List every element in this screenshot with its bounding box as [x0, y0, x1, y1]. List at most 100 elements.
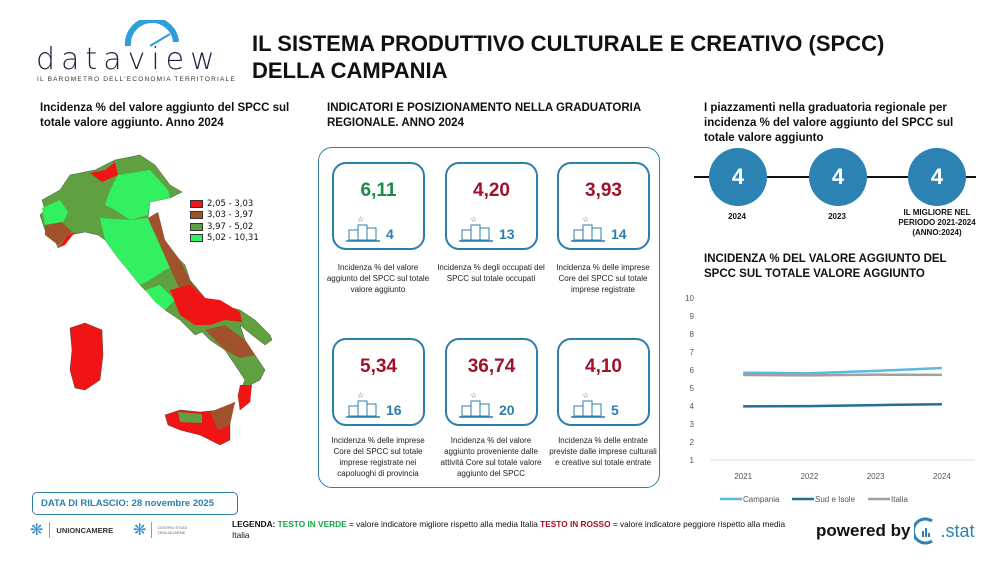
podium-icon: ☆ — [459, 215, 493, 242]
y-tick-label: 4 — [690, 402, 695, 411]
indicator-value: 4,20 — [473, 180, 510, 201]
indicators-title-line: INDICATORI E POSIZIONAMENTO NELLA GRADUA… — [327, 102, 642, 114]
divider — [49, 522, 51, 538]
legend-swatch — [190, 211, 203, 220]
indicator-card: 4,20 ☆ 13 — [445, 162, 538, 250]
podium-icon: ☆ — [571, 215, 605, 242]
indicator-value: 5,34 — [360, 356, 397, 377]
map-legend-item: 5,02 - 10,31 — [190, 233, 259, 245]
indicators-panel — [318, 147, 660, 488]
legend-label: LEGENDA: — [232, 519, 276, 529]
svg-text:☆: ☆ — [582, 215, 589, 224]
tagliacarne-logo: ❋ CENTRO STUDI TAGLIACARNE — [133, 520, 205, 540]
title-line: DELLA CAMPANIA — [252, 58, 448, 83]
logo-tagline: IL BAROMETRO DELL'ECONOMIA TERRITORIALE — [37, 76, 236, 83]
x-tick-label: 2021 — [734, 472, 752, 481]
x-tick-label: 2023 — [867, 472, 885, 481]
sicily-brown-region — [210, 402, 235, 430]
legend-label: Campania — [743, 495, 780, 504]
indicator-description: Incidenza % delle imprese Core del SPCC … — [556, 263, 650, 294]
title-line: IL SISTEMA PRODUTTIVO CULTURALE E CREATI… — [252, 31, 885, 56]
x-tick-label: 2022 — [800, 472, 818, 481]
podium-icon: ☆ — [459, 391, 493, 418]
south-low-region — [170, 285, 242, 325]
y-tick-label: 8 — [690, 330, 695, 339]
indicator-rank: 20 — [499, 402, 515, 418]
placements-title: I piazzamenti nella graduatoria regional… — [704, 102, 954, 144]
legend-label: Sud e Isole — [815, 495, 856, 504]
series-line-sud-e-isole — [743, 402, 942, 408]
indicator-description: Incidenza % delle entrate previste dalle… — [549, 436, 657, 467]
unioncamere-label: UNIONCAMERE — [56, 525, 114, 535]
placement-label: 2024 — [728, 212, 746, 221]
powered-by-label: powered by — [816, 521, 911, 540]
placement-circle: 4 — [809, 148, 867, 206]
map-legend-item: 2,05 - 3,03 — [190, 198, 259, 210]
south-mid-region — [205, 325, 255, 358]
podium-icon: ☆ — [346, 215, 380, 242]
sicily-mid-region — [178, 412, 202, 423]
indicator-description: Incidenza % del valore aggiunto del SPCC… — [326, 263, 430, 294]
north-high-region — [105, 170, 170, 220]
stat-label: .stat — [940, 520, 975, 541]
y-tick-label: 3 — [690, 420, 695, 429]
svg-text:☆: ☆ — [582, 391, 589, 400]
gauge-icon — [124, 20, 179, 47]
indicator-description: Incidenza % delle imprese Core del SPCC … — [331, 436, 425, 478]
legend-swatch — [190, 199, 203, 208]
indicators-title: INDICATORI E POSIZIONAMENTO NELLA GRADUA… — [327, 101, 641, 131]
map-title-line: totale valore aggiunto. Anno 2024 — [40, 117, 224, 129]
tagliacarne-label: CENTRO STUDI TAGLIACARNE — [157, 525, 188, 535]
legend-green-desc: = valore indicatore migliore rispetto al… — [348, 519, 538, 529]
legend-label: 2,05 - 3,03 — [207, 198, 254, 209]
map-title: Incidenza % del valore aggiunto del SPCC… — [40, 101, 289, 131]
svg-text:☆: ☆ — [357, 215, 364, 224]
legend-red-desc: = valore indicatore peggiore rispetto al… — [232, 519, 786, 540]
series-line-campania — [743, 366, 942, 375]
legend-swatch — [190, 222, 203, 231]
indicator-rank: 16 — [386, 402, 402, 418]
lazio-high-region — [145, 285, 175, 310]
legend-swatch — [190, 234, 203, 243]
powered-by-stat: powered by .stat — [816, 517, 974, 545]
legend-label: 3,03 - 3,97 — [207, 210, 254, 221]
series-line-italia — [743, 373, 942, 377]
indicator-card: 6,11 ☆ 4 — [332, 162, 425, 250]
placement-circle: 4 — [709, 148, 767, 206]
indicator-card: 5,34 ☆ 16 — [332, 338, 425, 426]
podium-icon: ☆ — [346, 391, 380, 418]
indicator-description: Incidenza % degli occupati del SPCC sul … — [437, 263, 545, 283]
liguria-low-region — [58, 232, 75, 248]
map-title-line: Incidenza % del valore aggiunto del SPCC… — [40, 102, 290, 114]
logo-brand: dataview — [36, 42, 221, 77]
y-tick-label: 9 — [690, 312, 695, 321]
legend-label: Italia — [891, 495, 908, 504]
line-chart: 1 2 3 4 5 6 7 8 9 10 2021 2022 2023 2024 Campania Sud e… — [685, 294, 975, 504]
placement-label: IL MIGLIORE NEL PERIODO 2021-2024 (ANNO:… — [898, 208, 976, 237]
unioncamere-logo: ❋ UNIONCAMERE — [30, 520, 113, 540]
stat-logo-icon — [914, 517, 934, 545]
chart-title: INCIDENZA % DEL VALORE AGGIUNTO DEL SPCC… — [704, 253, 947, 280]
podium-icon: ☆ — [571, 391, 605, 418]
y-tick-label: 1 — [690, 456, 695, 465]
color-legend: LEGENDA: TESTO IN VERDE = valore indicat… — [232, 519, 802, 541]
x-tick-label: 2024 — [933, 472, 951, 481]
indicators-title-line: REGIONALE. ANNO 2024 — [327, 117, 464, 129]
svg-text:☆: ☆ — [470, 215, 477, 224]
indicator-rank: 4 — [386, 226, 394, 242]
placement-label: 2023 — [828, 212, 846, 221]
indicator-description: Incidenza % del valore aggiunto provenie… — [440, 436, 542, 478]
legend-label: 5,02 - 10,31 — [207, 233, 259, 244]
page-title: IL SISTEMA PRODUTTIVO CULTURALE E CREATI… — [252, 30, 884, 84]
indicator-card: 3,93 ☆ 14 — [557, 162, 650, 250]
y-tick-label: 5 — [690, 384, 695, 393]
indicator-value: 3,93 — [585, 180, 622, 201]
divider — [151, 522, 153, 538]
y-tick-label: 10 — [685, 294, 694, 303]
piemonte-mid-region — [45, 222, 72, 245]
sardinia — [69, 322, 104, 391]
calabria-low-region — [238, 385, 252, 410]
indicator-rank: 14 — [611, 226, 627, 242]
indicator-card: 4,10 ☆ 5 — [557, 338, 650, 426]
center-high-region — [100, 218, 180, 285]
